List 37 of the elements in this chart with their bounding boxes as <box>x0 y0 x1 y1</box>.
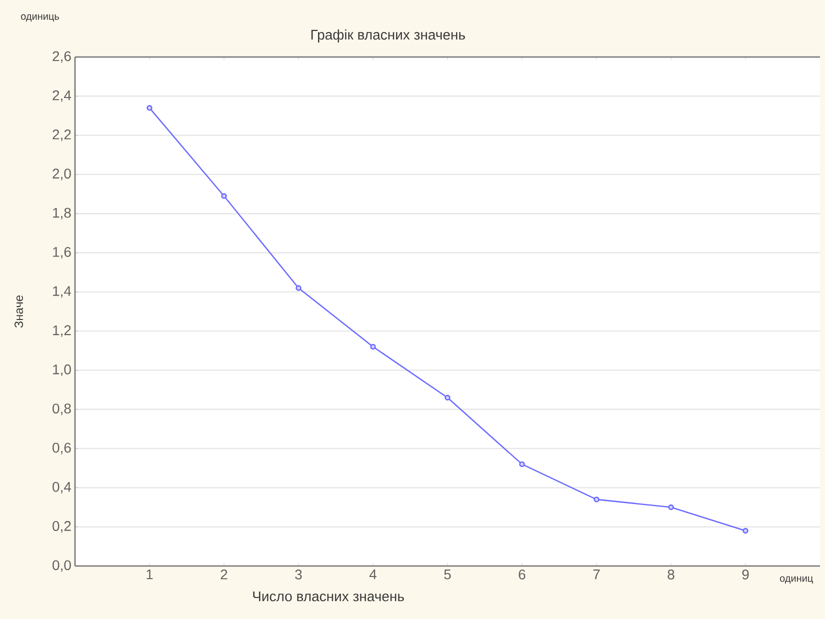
point <box>519 461 525 468</box>
chart-title: Графік власних значень <box>311 29 465 42</box>
y-tick-label: 2,4 <box>52 90 72 102</box>
text: одиниць <box>21 14 60 22</box>
x-tick-label: 5 <box>444 570 451 580</box>
point <box>296 285 302 291</box>
y-tick-label: 0,2 <box>52 521 71 533</box>
text: одиниц <box>780 576 813 584</box>
x-tick-label: 4 <box>369 570 376 580</box>
y-tick-label: 2,0 <box>52 168 71 180</box>
y-tick-label: 1,8 <box>53 208 71 220</box>
point <box>594 496 600 502</box>
y-tick-label: 2,6 <box>52 51 71 63</box>
point <box>668 504 674 510</box>
point <box>444 394 450 400</box>
point <box>221 193 227 199</box>
point <box>370 344 376 350</box>
y-tick-label: 0,4 <box>52 482 72 494</box>
y-tick-label: 2,2 <box>52 130 71 142</box>
x-tick-label: 1 <box>146 570 153 580</box>
x-tick-label: 6 <box>518 570 526 580</box>
x-axis-title: Число власних значень <box>253 592 404 602</box>
x-tick-label: 8 <box>668 570 674 580</box>
y-tick-label: 1,2 <box>53 325 71 337</box>
y-tick-label: 0,6 <box>52 442 71 454</box>
x-tick-label: 2 <box>220 570 228 580</box>
y-tick-label: 1,6 <box>53 246 71 259</box>
point <box>146 105 152 111</box>
point <box>742 528 748 534</box>
y-tick-label: 0,0 <box>52 560 71 572</box>
y-tick-label: 1,4 <box>53 286 72 298</box>
y-tick-label: 0,8 <box>52 404 71 416</box>
x-tick-label: 7 <box>593 570 600 580</box>
y-axis-title: Значе <box>14 295 24 328</box>
x-tick-label: 9 <box>742 570 749 580</box>
y-tick-label: 1,0 <box>53 364 71 376</box>
x-tick-label: 3 <box>295 570 302 580</box>
